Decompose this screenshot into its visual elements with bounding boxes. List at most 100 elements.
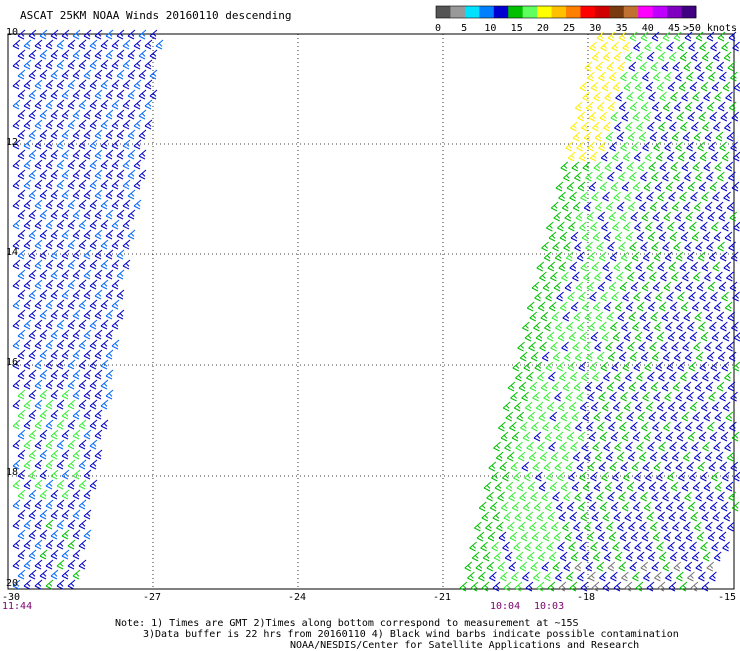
wind-barb (722, 331, 731, 342)
wind-barb (687, 501, 696, 512)
wind-barb (122, 39, 131, 50)
wind-barb (707, 281, 716, 292)
wind-barb (529, 381, 538, 392)
wind-barb (602, 191, 610, 202)
wind-barb (703, 91, 711, 102)
wind-barb (593, 481, 602, 492)
wind-barb (531, 531, 540, 542)
wind-barb (643, 501, 652, 512)
wind-barb (595, 311, 604, 322)
wind-barb (511, 571, 519, 582)
wind-barb (555, 321, 563, 332)
wind-barb (634, 81, 643, 92)
wind-barb (681, 411, 690, 422)
wind-barb (614, 551, 623, 562)
wind-barb (89, 199, 98, 210)
wind-barb (701, 51, 710, 62)
wind-barb (83, 329, 92, 340)
wind-barb (696, 281, 705, 292)
wind-barb (23, 459, 32, 470)
wind-barb (39, 429, 48, 440)
wind-barb (645, 81, 654, 92)
legend-swatch (566, 6, 581, 18)
wind-barb (697, 461, 706, 472)
wind-barb (629, 31, 638, 42)
wind-barb (78, 339, 87, 350)
wind-barb (100, 319, 109, 330)
wind-barb (100, 99, 109, 110)
wind-barb (630, 281, 639, 292)
wind-barb (653, 141, 661, 152)
wind-barb (45, 179, 54, 190)
wind-barb (588, 321, 596, 332)
wind-barb (573, 311, 582, 322)
wind-barb (662, 351, 671, 362)
wind-barb (569, 261, 578, 272)
wind-barb (469, 541, 477, 552)
wind-barb (643, 431, 652, 442)
wind-barb (610, 181, 619, 192)
wind-barb (17, 29, 26, 40)
wind-barb (23, 279, 32, 290)
wind-barb (23, 419, 32, 430)
wind-barb (605, 451, 614, 462)
wind-barb (39, 389, 48, 400)
wind-barb (576, 141, 584, 152)
wind-barb (733, 471, 740, 482)
wind-barb (78, 319, 87, 330)
wind-barb (688, 361, 697, 372)
wind-barb (662, 491, 670, 502)
wind-barb (28, 189, 37, 200)
wind-barb (45, 299, 54, 310)
wind-barb (521, 391, 529, 402)
wind-barb (634, 401, 643, 412)
wind-barb (584, 521, 592, 532)
wind-barb (116, 89, 125, 100)
wind-barb (598, 461, 607, 472)
wind-barb (607, 101, 616, 112)
wind-barb (728, 101, 737, 112)
wind-barb (637, 91, 645, 102)
wind-barb (100, 359, 109, 370)
wind-barb (83, 429, 92, 440)
wind-barb (669, 121, 677, 132)
swath-time-left: 11:44 (2, 601, 33, 612)
wind-barb (475, 561, 484, 572)
wind-barb (517, 341, 525, 352)
wind-barb (564, 531, 573, 542)
wind-barb (652, 531, 661, 542)
wind-barb (516, 481, 525, 492)
wind-barb (658, 551, 667, 562)
wind-barb (566, 181, 575, 192)
wind-barb (105, 289, 114, 300)
wind-barb (622, 151, 631, 162)
wind-barb (709, 111, 718, 122)
wind-barb (657, 511, 666, 522)
wind-barb (610, 321, 618, 332)
wind-barb (691, 231, 700, 242)
wind-barb (78, 359, 87, 370)
wind-barb (667, 471, 675, 482)
wind-barb (34, 59, 43, 70)
wind-barb (50, 509, 59, 520)
wind-barb (666, 291, 674, 302)
wind-barb (708, 391, 716, 402)
wind-barb (685, 281, 694, 292)
wind-barb (669, 551, 678, 562)
wind-barb (50, 569, 59, 580)
wind-barb (599, 501, 608, 512)
wind-barb (702, 301, 711, 312)
wind-barb (56, 199, 65, 210)
wind-barb (548, 371, 556, 382)
wind-barb (28, 269, 37, 280)
wind-barb (12, 199, 21, 210)
wind-barb (45, 79, 54, 90)
wind-barb (525, 511, 534, 522)
right-swath-barbs (459, 31, 740, 592)
wind-barb (94, 449, 103, 460)
wind-barb (526, 301, 535, 312)
wind-barb (551, 311, 560, 322)
legend-swatch (464, 6, 480, 18)
wind-barb (34, 319, 43, 330)
wind-barb (127, 89, 136, 100)
